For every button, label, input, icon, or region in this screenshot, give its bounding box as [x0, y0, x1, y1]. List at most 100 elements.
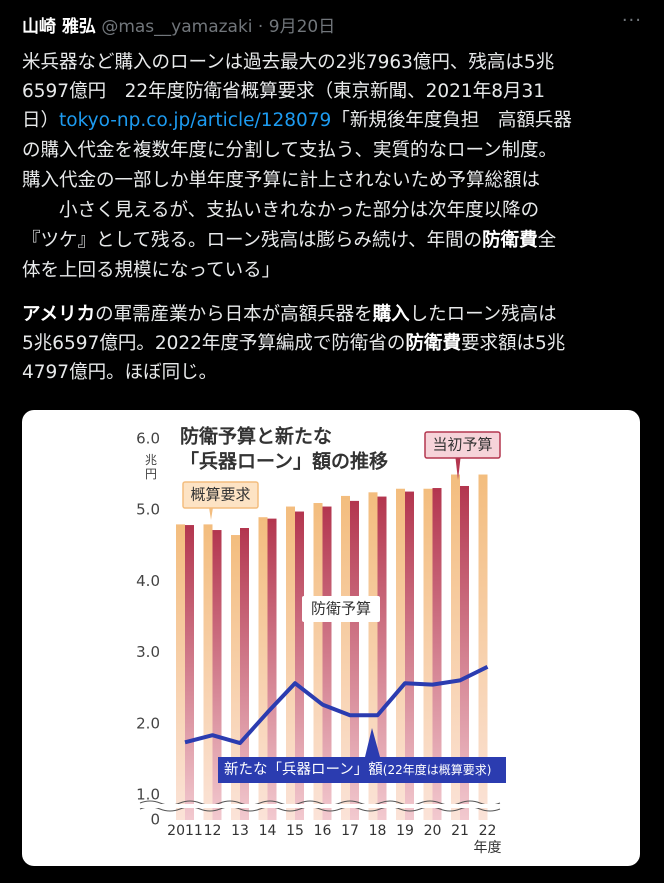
- line: [184, 665, 489, 746]
- bar: [396, 488, 405, 820]
- x-tick-label: 13: [231, 823, 249, 839]
- bar-top: [313, 503, 323, 507]
- bar: [405, 491, 414, 820]
- bar-top: [377, 496, 387, 500]
- bar-top: [405, 491, 414, 495]
- y-tick-label: 4.0: [136, 572, 160, 590]
- x-tick-label: 14: [259, 823, 277, 839]
- bar-top: [423, 488, 433, 492]
- series-name: 新たな「兵器ローン」額: [224, 761, 383, 778]
- text: 体を上回る規模になっている」: [22, 260, 281, 281]
- link-text[interactable]: tokyo-np.co.jp/article/128079: [59, 110, 332, 131]
- y-tick-label: 3.0: [136, 643, 160, 661]
- text-line: 購入代金の一部しか単年度予算に計上されないため予算総額は: [22, 166, 540, 192]
- annotation: (22年度は概算要求): [383, 762, 492, 777]
- axis-break: [139, 806, 501, 812]
- bar-top: [267, 518, 277, 522]
- tweet-header: 山崎 雅弘 @mas__yamazaki · 9月20日: [22, 12, 335, 37]
- bar-top: [322, 506, 332, 510]
- y-axis-label: 兆円: [145, 453, 157, 481]
- bar: [176, 524, 185, 820]
- x-tick-label: 15: [286, 823, 304, 839]
- text-line: 米兵器など購入のローンは過去最大の2兆7963億円、残高は5兆: [22, 48, 554, 74]
- text: 米兵器など購入のローンは過去最大の2兆7963億円、残高は5兆: [22, 52, 555, 73]
- bold-text: 防衛費: [405, 333, 461, 354]
- bar-top: [432, 488, 442, 492]
- x-tick-label: 20: [424, 823, 442, 839]
- bar: [322, 506, 332, 820]
- text-line: アメリカの軍需産業から日本が高額兵器を購入したローン残高は: [22, 300, 557, 326]
- y-tick-label: 1.0: [136, 786, 160, 804]
- x-tick-label: 2011: [167, 823, 203, 839]
- callout-label: 概算要求: [190, 486, 250, 504]
- y-label-char: 円: [145, 467, 157, 481]
- bar: [423, 488, 433, 820]
- author[interactable]: 山崎 雅弘: [22, 17, 96, 37]
- date[interactable]: 9月20日: [268, 17, 336, 37]
- text: 5兆6597億円。2022年度予算編成で防衛省の: [22, 333, 406, 354]
- text: 要求額は5兆: [460, 333, 566, 354]
- bar: [286, 506, 295, 820]
- bar-top: [341, 495, 350, 499]
- text: 全: [537, 230, 557, 251]
- sep: ·: [252, 17, 269, 37]
- bar-top: [258, 517, 268, 521]
- more-button[interactable]: ···: [621, 10, 642, 31]
- bar-top: [295, 511, 304, 515]
- y-tick-label: 2.0: [136, 714, 160, 732]
- x-tick-label: 17: [341, 823, 359, 839]
- text-line: 4797億円。ほぼ同じ。: [22, 358, 217, 384]
- text: の軍需産業から日本が高額兵器を: [95, 304, 373, 325]
- bar-top: [231, 535, 240, 539]
- bar: [341, 495, 350, 820]
- text-line: 日）tokyo-np.co.jp/article/128079「新規後年度負担 …: [22, 106, 572, 132]
- bar-top: [350, 500, 359, 504]
- callout-pointer: [365, 728, 380, 757]
- bar: [212, 530, 222, 820]
- bar-top: [286, 506, 295, 510]
- bar: [432, 488, 442, 820]
- x-tick-label: 22: [479, 823, 497, 839]
- y-tick-label: 5.0: [136, 501, 160, 519]
- bar-top: [212, 530, 222, 534]
- chart-image: 0 1.0 2.0 3.0 4.0 5.0 6.0 兆円 2011 12 13 14 15 16 17 18 1…: [22, 410, 640, 866]
- handle[interactable]: @mas__yamazaki: [101, 17, 253, 37]
- title-bg: [176, 422, 382, 476]
- text-line: 小さく見えるが、支払いきれなかった部分は次年度以降の: [22, 196, 539, 222]
- chart-title: 防衛予算と新たな: [180, 425, 332, 448]
- bar: [350, 500, 359, 820]
- break-gap: [140, 804, 510, 808]
- bar: [240, 528, 249, 820]
- bar: [203, 524, 213, 820]
- y-tick-label: 0: [150, 811, 160, 829]
- bar: [258, 517, 268, 820]
- bar-top: [240, 528, 249, 531]
- axis-break: [139, 800, 501, 806]
- bar-top: [185, 525, 194, 529]
- bar: [377, 496, 387, 820]
- text: 「新規後年度負担 高額兵器: [331, 110, 572, 131]
- annotation: 防衛予算: [311, 600, 371, 618]
- bold-text: 購入: [372, 304, 410, 325]
- bar-top: [478, 474, 488, 478]
- text: 小さく見えるが、支払いきれなかった部分は次年度以降の: [22, 200, 540, 221]
- text: 6597億円 22年度防衛省概算要求（東京新聞、2021年8月31: [22, 81, 546, 102]
- callout-box: [302, 596, 380, 622]
- bar-top: [176, 524, 185, 528]
- text: したローン残高は: [409, 304, 557, 325]
- bar-top: [460, 485, 469, 489]
- text-line: の購入代金を複数年度に分割して支払う、実質的なローン制度。: [22, 136, 557, 162]
- legend-label: 新たな「兵器ローン」額(22年度は概算要求): [224, 761, 491, 778]
- text-line: 『ツケ』として残る。ローン残高は膨らみ続け、年間の防衛費全: [22, 226, 556, 252]
- x-tick-label: 16: [314, 823, 332, 839]
- legend-box: [218, 757, 506, 783]
- bar: [451, 474, 460, 820]
- text: 購入代金の一部しか単年度予算に計上されないため予算総額は: [22, 170, 541, 191]
- bold-text: 防衛費: [482, 230, 538, 251]
- bar-top: [396, 488, 405, 492]
- chart-title: 「兵器ローン」額の推移: [180, 450, 388, 473]
- bar: [368, 492, 378, 820]
- bar-top: [203, 524, 213, 528]
- text-line: 6597億円 22年度防衛省概算要求（東京新聞、2021年8月31: [22, 77, 545, 103]
- x-tick-label: 21: [451, 823, 469, 839]
